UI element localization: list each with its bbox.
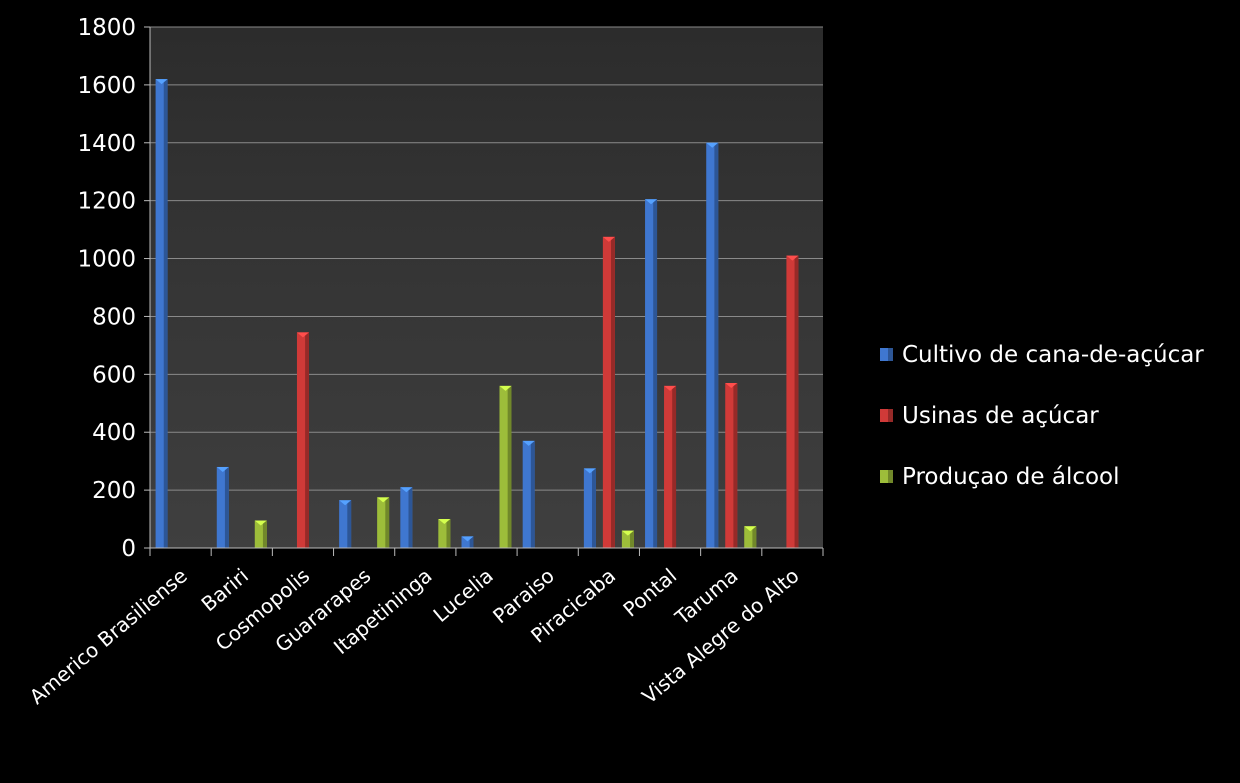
bar-side-shade <box>530 440 535 548</box>
bar-top-cap <box>602 236 615 242</box>
bar-3-bariri <box>254 520 267 548</box>
bar-side-shade <box>446 519 451 548</box>
y-tick-label: 1200 <box>77 189 136 215</box>
y-tick-label: 600 <box>92 362 136 388</box>
bar-top-cap <box>664 385 677 391</box>
bar-side-shade <box>163 79 168 548</box>
bar-top-cap <box>499 385 512 391</box>
x-tick-label: Lucelia <box>429 563 498 626</box>
bar-top-cap <box>706 142 719 148</box>
bar-side-shade <box>611 236 615 548</box>
y-tick-label: 1000 <box>77 247 136 273</box>
bar-side-shade <box>347 500 352 548</box>
bar-side-shade <box>469 536 474 548</box>
bar-side-shade <box>733 383 738 548</box>
legend-label: Cultivo de cana-de-açúcar <box>902 342 1204 368</box>
x-tick-label: Americo Brasiliense <box>25 563 192 709</box>
y-tick-label: 800 <box>92 304 136 330</box>
bar-side-shade <box>408 487 413 548</box>
bar-top-cap <box>621 530 634 536</box>
legend-label: Usinas de açúcar <box>902 403 1099 429</box>
bar-top-cap <box>254 520 267 526</box>
bar-side-shade <box>592 468 596 548</box>
bar-side-shade <box>794 255 799 548</box>
bar-top-cap <box>216 466 229 472</box>
y-tick-label: 1600 <box>77 73 136 99</box>
bar-top-cap <box>339 500 352 506</box>
bar-side-shade <box>385 497 390 548</box>
bar-side-shade <box>630 530 634 548</box>
y-tick-label: 0 <box>121 536 136 562</box>
bar-top-cap <box>155 79 168 85</box>
bar-top-cap <box>786 255 799 261</box>
y-tick-label: 400 <box>92 420 136 446</box>
bar-top-cap <box>744 526 757 532</box>
bar-top-cap <box>400 487 413 493</box>
plot-area <box>150 27 823 548</box>
bar-side-shade <box>224 466 229 548</box>
legend-swatch-shade <box>888 470 893 483</box>
bar-side-shade <box>752 526 757 548</box>
bar-side-shade <box>507 385 512 548</box>
bar-side-shade <box>672 385 677 548</box>
bar-top-cap <box>296 332 309 338</box>
bar-1-lucelia <box>461 536 474 548</box>
bar-top-cap <box>461 536 474 542</box>
bar-top-cap <box>377 497 390 503</box>
legend-label: Produçao de álcool <box>902 464 1120 490</box>
bar-top-cap <box>583 468 596 474</box>
bar-top-cap <box>725 383 738 389</box>
bar-side-shade <box>714 142 719 548</box>
bar-side-shade <box>305 332 309 548</box>
y-tick-label: 200 <box>92 478 136 504</box>
bar-side-shade <box>262 520 267 548</box>
bar-top-cap <box>645 199 658 205</box>
y-tick-label: 1400 <box>77 131 136 157</box>
bar-top-cap <box>438 519 451 525</box>
y-tick-label: 1800 <box>77 15 136 41</box>
bar-side-shade <box>653 199 658 548</box>
legend-swatch-shade <box>888 348 893 361</box>
legend-swatch-shade <box>888 409 893 422</box>
bar-top-cap <box>522 440 535 446</box>
